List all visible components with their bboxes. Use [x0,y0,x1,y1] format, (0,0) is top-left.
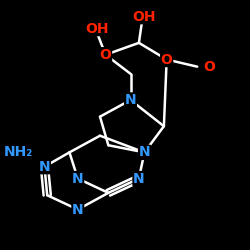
Text: O: O [100,48,112,62]
Text: N: N [125,93,136,107]
Text: N: N [39,160,50,174]
Text: N: N [72,172,84,185]
Text: OH: OH [133,10,156,24]
Text: NH₂: NH₂ [4,146,33,160]
Text: OH: OH [86,22,109,36]
Text: N: N [72,202,84,216]
Text: N: N [139,146,150,160]
Text: N: N [133,172,145,185]
Text: O: O [161,52,172,66]
Text: O: O [203,60,215,74]
